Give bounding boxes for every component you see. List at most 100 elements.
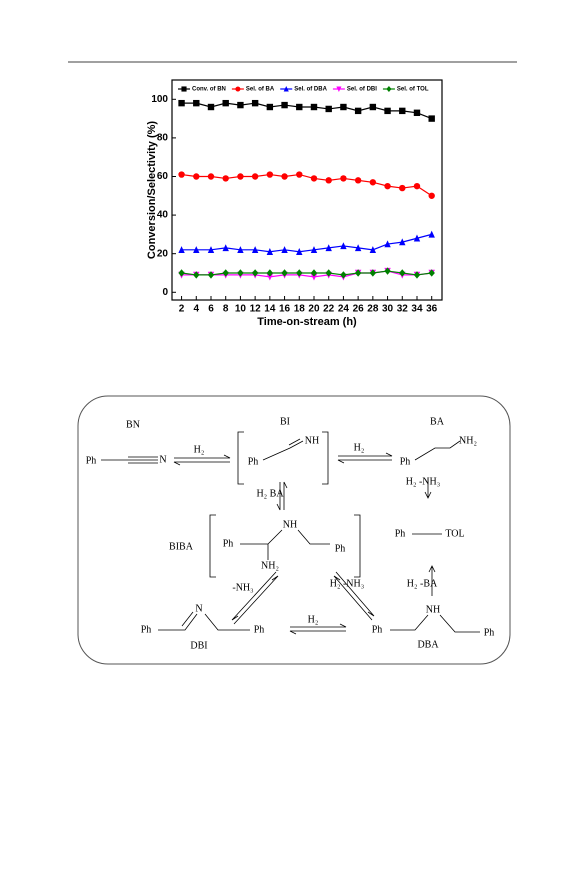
y-tick-label: 100 [151,94,168,105]
arrow [424,478,432,499]
data-point [384,182,391,190]
scheme-label: Ph [484,627,495,638]
legend-label: Sel. of DBI [347,87,377,93]
data-point [237,246,244,254]
data-point [251,99,259,107]
data-point [413,182,421,190]
data-point [296,171,303,178]
data-point [369,179,377,186]
arrow [428,565,436,596]
data-point [251,269,259,277]
arrow [289,630,346,635]
legend-label: Sel. of DBA [294,87,327,93]
data-point [281,101,288,109]
scheme-frame [77,395,511,665]
data-point [325,269,332,277]
data-point [266,171,274,178]
data-point [178,246,185,254]
data-point [384,107,391,115]
data-point [178,171,185,178]
x-tick-label: 16 [279,304,291,315]
data-point [222,175,229,182]
scheme-label: Ph [223,538,234,549]
legend-label: Conv. of BN [192,87,226,93]
x-tick-label: 8 [223,304,229,315]
x-tick-label: 6 [208,304,214,315]
scheme-label: BN [126,419,140,430]
x-tick-label: 36 [426,304,438,315]
data-point [207,271,215,279]
data-point [193,99,200,107]
data-point [428,230,435,238]
legend-label: Sel. of BA [246,87,275,93]
data-point [193,271,200,279]
x-tick-label: 14 [264,304,276,315]
arrow [233,575,279,625]
arrow [174,454,231,459]
bond [158,613,250,631]
data-point [325,244,332,252]
y-tick-label: 40 [157,210,169,221]
data-point [428,269,435,277]
data-point [340,175,347,182]
x-tick-label: 30 [382,304,394,315]
y-tick-label: 20 [157,248,169,259]
x-tick-label: 24 [338,304,350,315]
data-point [193,246,200,254]
data-point [310,269,318,277]
y-tick-label: 60 [157,171,169,182]
data-point [340,242,347,250]
series-line [181,173,433,197]
data-point [354,244,362,252]
data-point [310,103,318,111]
data-point [207,246,215,254]
data-point [296,103,303,111]
scheme-label: H₂ [354,442,365,453]
data-point [369,269,377,277]
data-point [296,248,303,255]
legend-marker [386,86,392,92]
scheme-label: NH [426,604,440,615]
bracket [322,431,329,485]
data-point [237,101,244,109]
scheme-label: Ph [400,456,411,467]
data-point [325,177,332,184]
data-point [369,246,377,254]
data-point [399,107,406,115]
x-tick-label: 32 [397,304,409,315]
x-tick-label: 4 [193,304,199,315]
data-point [266,248,274,255]
data-point [207,173,215,180]
scheme-label: NH₂ [261,560,279,571]
data-point [399,184,406,192]
legend-marker [283,86,289,92]
arrow [231,571,277,621]
data-point [296,269,303,277]
bond [414,440,461,461]
arrow [335,571,375,617]
scheme-label: H₂ -NH₃ [406,476,440,487]
data-point [413,234,421,242]
data-point [310,246,318,254]
data-point [399,269,406,277]
data-point [384,267,391,275]
scheme-label: Ph [395,528,406,539]
arrow [276,482,281,511]
plot-frame [171,79,443,301]
y-tick-label: 0 [162,287,168,298]
data-point [325,105,332,113]
x-tick-label: 18 [294,304,306,315]
data-point [281,246,288,254]
scheme-label: NH [283,519,297,530]
scheme-label: Ph [372,624,383,635]
data-point [413,109,421,117]
scheme-label: BA [430,416,445,427]
bond [181,611,194,627]
data-point [251,246,259,254]
scheme-label: H₂ [308,614,319,625]
x-tick-label: 10 [235,304,247,315]
scheme-label: Ph [86,455,97,466]
x-tick-label: 12 [250,304,262,315]
scheme-label: -NH₃ [232,582,253,593]
bond [390,614,480,633]
